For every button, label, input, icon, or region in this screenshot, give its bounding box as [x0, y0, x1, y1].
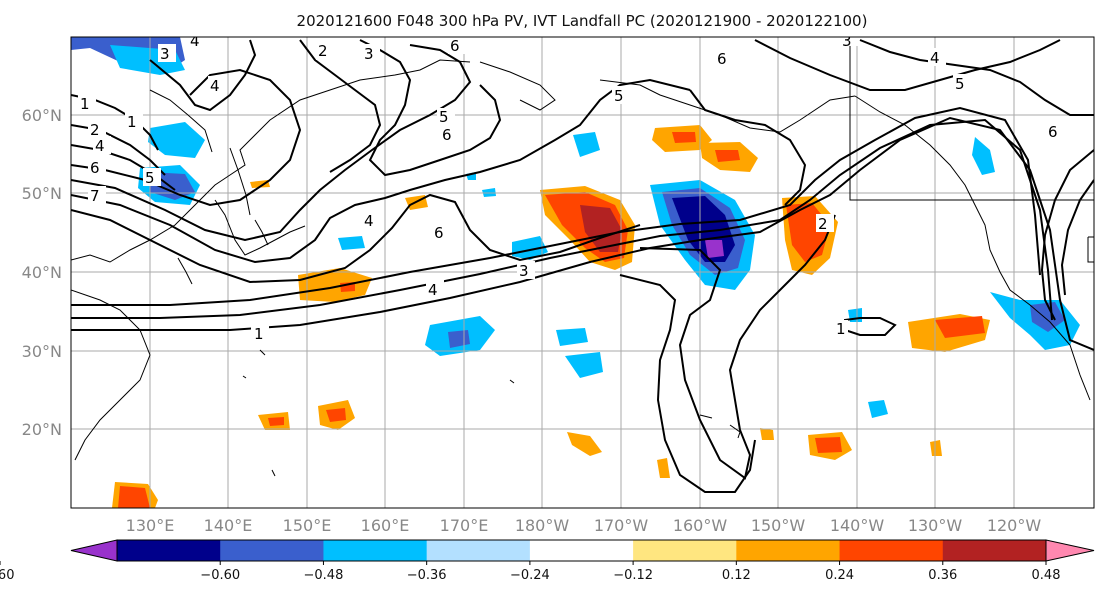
contour-label: 3 [160, 45, 170, 63]
lat-label: 50°N [22, 184, 62, 203]
lon-label: 150°W [751, 516, 806, 535]
shaded-region [715, 150, 740, 162]
colorbar-segment [427, 540, 531, 561]
contour-label: 4 [364, 212, 374, 230]
contour-label: 1 [836, 320, 846, 338]
colorbar-segment [943, 540, 1047, 561]
lat-label: 20°N [22, 420, 62, 439]
colorbar-tick-label: 0.12 [722, 568, 751, 583]
colorbar-tick-label: −0.60 [200, 568, 240, 583]
colorbar-tick-label: −0.24 [510, 568, 550, 583]
shaded-region [338, 236, 365, 250]
map-figure: 2020121600 F048 300 hPa PV, IVT Landfall… [0, 0, 1105, 601]
lon-label: 170°W [594, 516, 649, 535]
lon-label: 120°W [987, 516, 1042, 535]
colorbar-segment [633, 540, 737, 561]
contour-label: 6 [442, 126, 452, 144]
shaded-region [930, 440, 942, 456]
map-panel: 1 4 3 6 4 6 5 4 2 3 6 [71, 32, 1094, 508]
contour-label: 4 [930, 49, 940, 67]
contour-label: 1 [254, 325, 264, 343]
shaded-region [118, 486, 150, 508]
lon-label: 160°E [361, 516, 410, 535]
lon-label: 160°W [673, 516, 728, 535]
contour-label: 4 [210, 77, 220, 95]
contour-label: 6 [434, 224, 444, 242]
contour-label: 5 [614, 87, 624, 105]
colorbar-tick-label: −0.12 [613, 568, 653, 583]
lon-label: 130°E [126, 516, 175, 535]
contour-label: 6 [450, 37, 460, 55]
colorbar-segment [323, 540, 427, 561]
longitude-labels: 130°E 140°E 150°E 160°E 170°E 180°W 170°… [126, 516, 1042, 535]
contour-label: 5 [439, 108, 449, 126]
colorbar-segment [840, 540, 944, 561]
colorbar-extend-low [71, 540, 117, 561]
lon-label: 150°E [283, 516, 332, 535]
lat-label: 60°N [22, 106, 62, 125]
shaded-region [815, 437, 842, 453]
contour-label: 6 [717, 50, 727, 68]
contour-label: 3 [842, 32, 852, 50]
lat-label: 40°N [22, 263, 62, 282]
colorbar-segment [530, 540, 634, 561]
figure-title: 2020121600 F048 300 hPa PV, IVT Landfall… [297, 12, 868, 30]
contour-label: 6 [1048, 123, 1058, 141]
contour-label: 3 [364, 45, 374, 63]
contour-label: 1 [127, 113, 137, 131]
contour-label: 4 [95, 137, 105, 155]
latitude-labels: 60°N 50°N 40°N 30°N 20°N [22, 106, 62, 439]
contour-label: 2 [818, 215, 828, 233]
contour-label: 7 [90, 187, 100, 205]
lon-label: 140°E [204, 516, 253, 535]
shaded-region [705, 240, 724, 258]
colorbar-tick-label: 0.24 [825, 568, 854, 583]
contour-label: 1 [80, 95, 90, 113]
lon-label: 130°W [908, 516, 963, 535]
contour-label: 5 [145, 169, 155, 187]
contour-label: 6 [90, 159, 100, 177]
lon-label: 140°W [830, 516, 885, 535]
colorbar-tick-label: −0.36 [407, 568, 447, 583]
contour-label: 5 [955, 75, 965, 93]
lon-label: 180°W [515, 516, 570, 535]
shaded-region [268, 417, 284, 426]
contour-label: 3 [519, 262, 529, 280]
colorbar: −0.60 −0.48 −0.36 −0.24 −0.12 0.12 0.24 0.36 0.4… [0, 540, 1094, 583]
colorbar-extend-high [1046, 540, 1094, 561]
colorbar-segment [117, 540, 221, 561]
colorbar-tick-label: 0.36 [928, 568, 957, 583]
colorbar-tick-label: 0.48 [1032, 568, 1061, 583]
colorbar-segment [736, 540, 840, 561]
colorbar-tick-label: −0.48 [304, 568, 344, 583]
colorbar-tick-label: 0.60 [0, 568, 14, 583]
contour-label: 2 [318, 42, 328, 60]
contour-label: 4 [190, 32, 200, 50]
lat-label: 30°N [22, 342, 62, 361]
colorbar-segment [220, 540, 324, 561]
lon-label: 170°E [440, 516, 489, 535]
contour-label: 4 [428, 281, 438, 299]
shaded-region [672, 132, 696, 143]
